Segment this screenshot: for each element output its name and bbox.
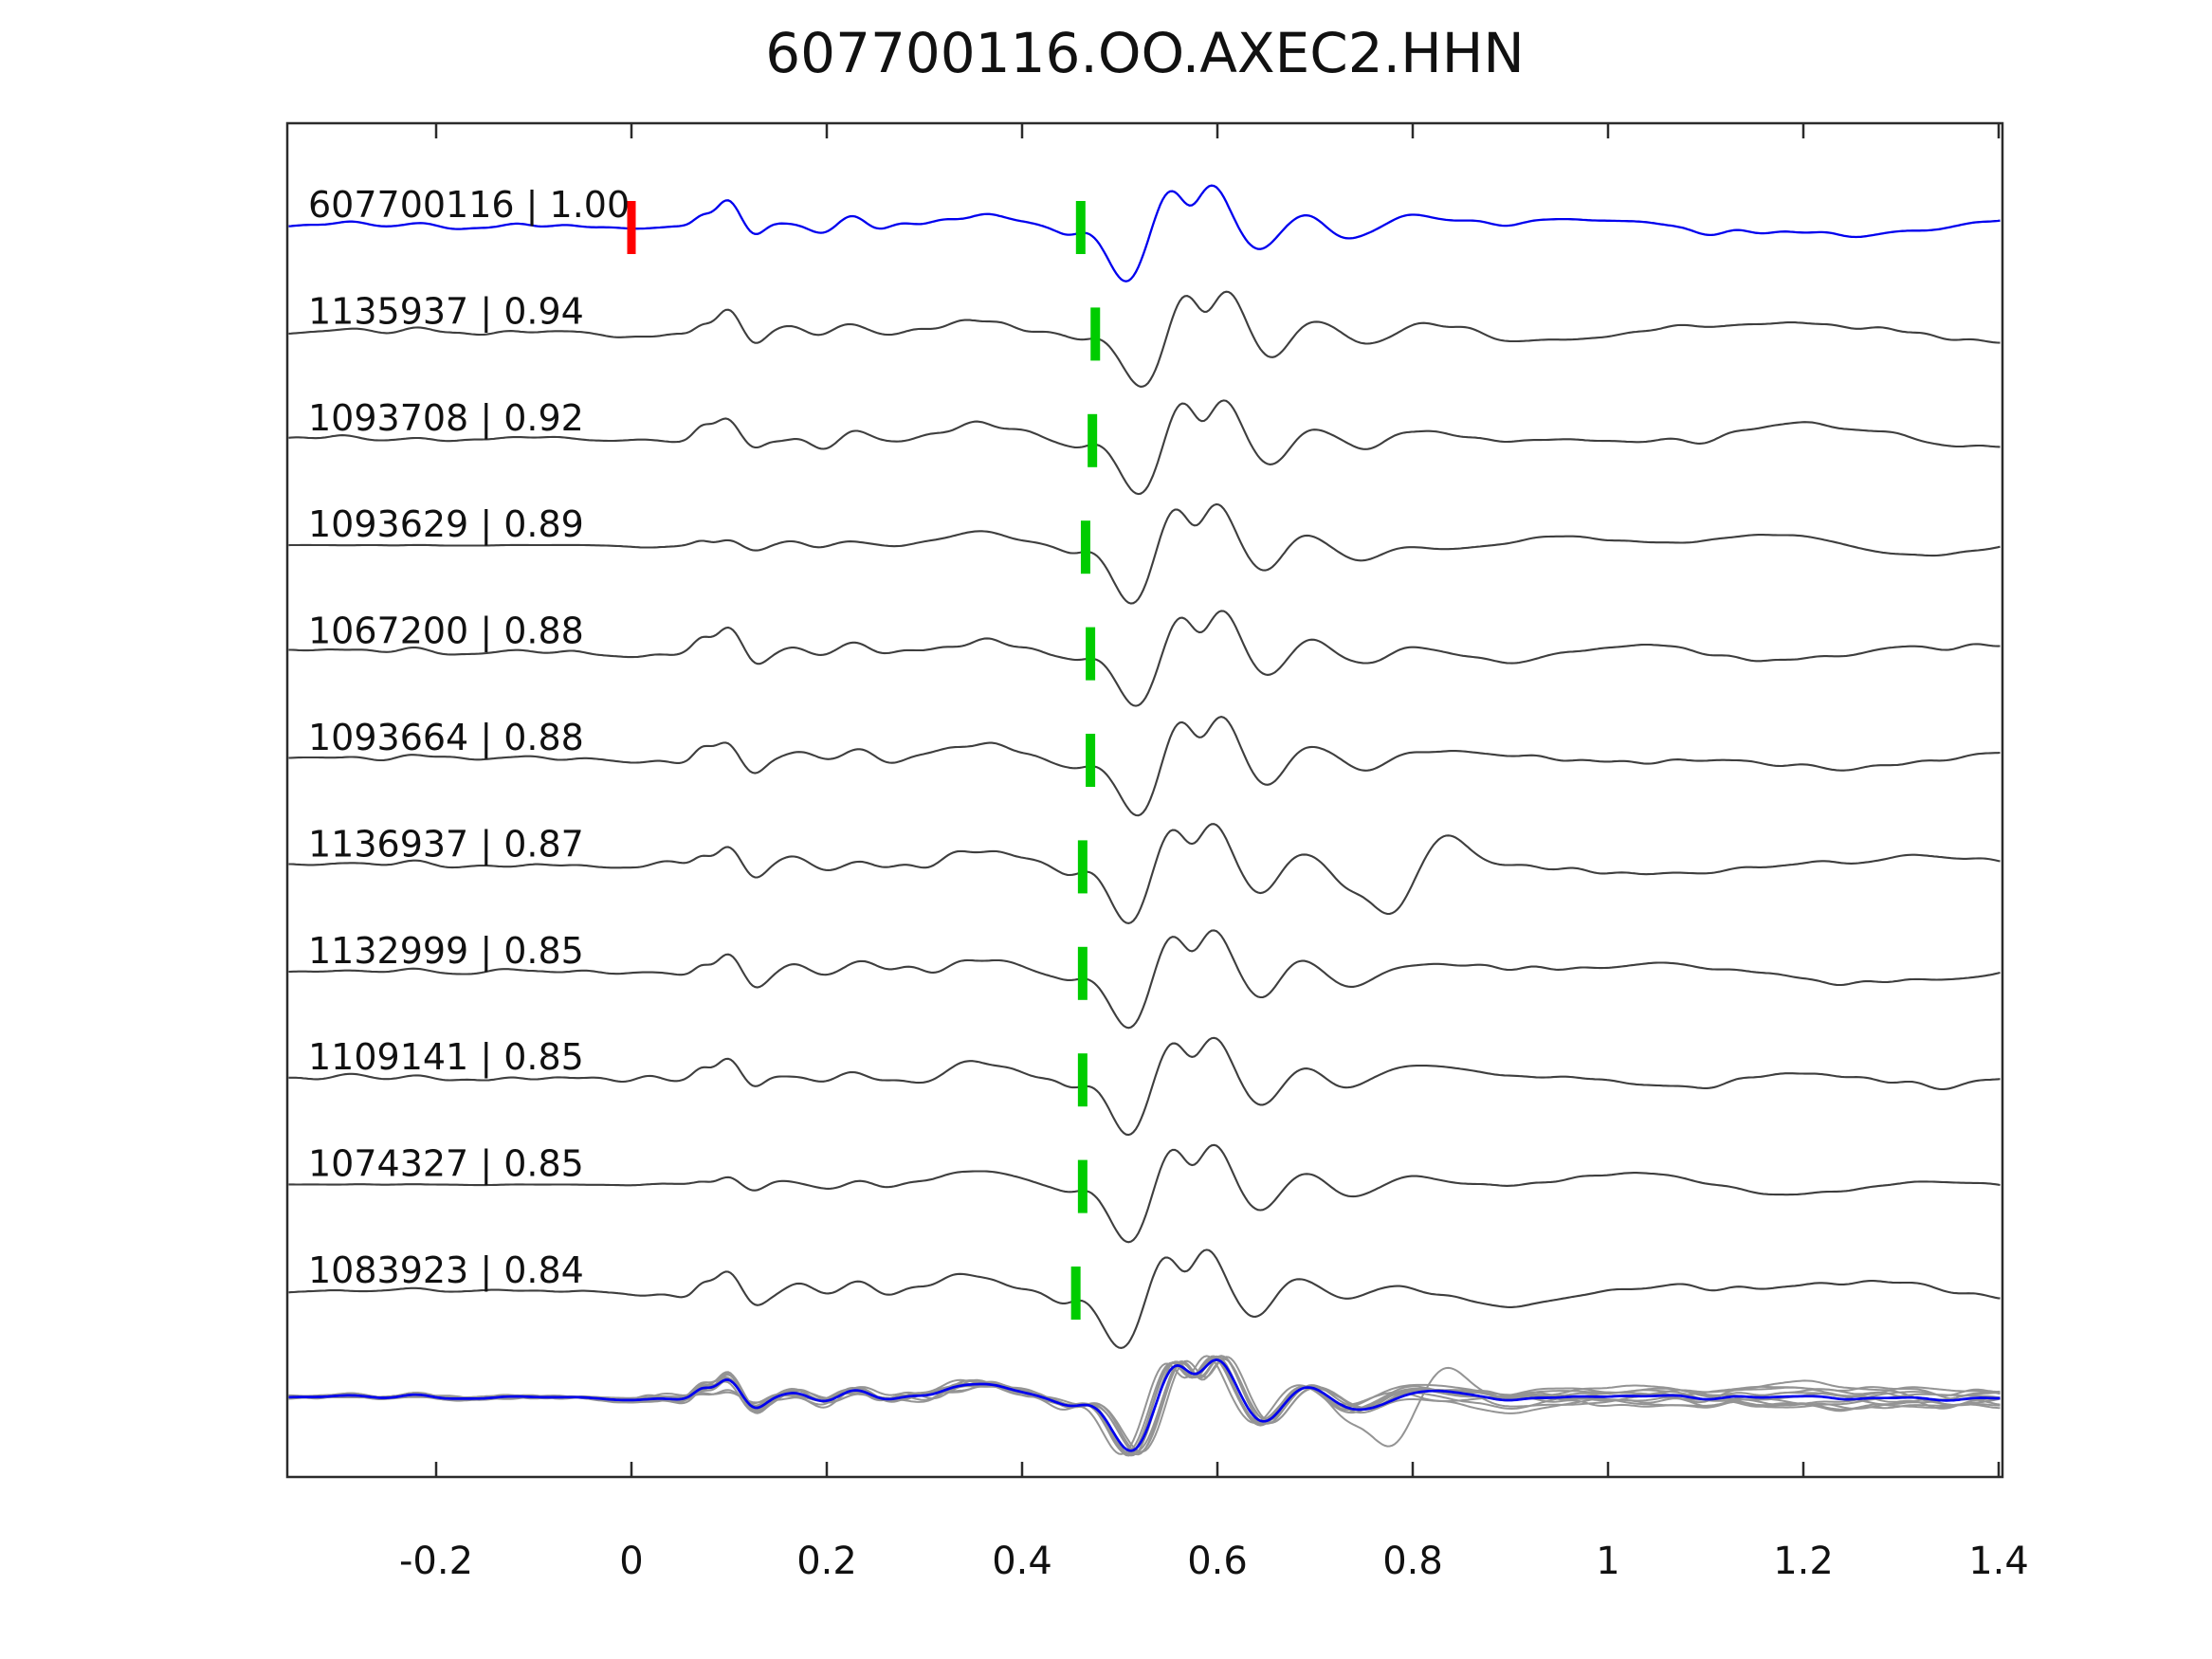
trace-label: 1074327 | 0.85: [308, 1143, 584, 1186]
trace-path: [288, 399, 2001, 496]
trace-path: [288, 1143, 2001, 1244]
trace-path: [288, 716, 2001, 817]
pick-marker: [1070, 1267, 1081, 1320]
trace-path: [288, 1249, 2001, 1349]
trace-label: 1093629 | 0.89: [308, 503, 584, 546]
trace-path: [288, 1036, 2001, 1137]
x-axis-tick-label: 0.2: [796, 1540, 857, 1583]
plot-border: [285, 121, 2004, 1479]
figure-title: 607700116.OO.AXEC2.HHN: [765, 21, 1525, 85]
x-axis-tick-label: 1: [1596, 1540, 1619, 1583]
trace-label: 1109141 | 0.85: [308, 1036, 584, 1079]
reference-marker: [627, 201, 636, 254]
trace-path: [288, 610, 2001, 707]
pick-marker: [1088, 413, 1098, 467]
x-axis-tick-label: 1.4: [1968, 1540, 2029, 1583]
reference-trace-path: [288, 184, 2001, 283]
pick-marker: [1075, 201, 1086, 254]
x-axis-tick-label: 0: [619, 1540, 643, 1583]
x-axis-tick-label: 0.4: [992, 1540, 1052, 1583]
pick-marker: [1077, 840, 1088, 894]
pick-marker: [1077, 946, 1088, 1000]
trace-label: 1093708 | 0.92: [308, 397, 584, 440]
trace-label: 1067200 | 0.88: [308, 611, 584, 653]
x-axis-tick-label: 0.6: [1187, 1540, 1248, 1583]
trace-label: 1136937 | 0.87: [308, 823, 584, 866]
trace-label: 1083923 | 0.84: [308, 1249, 584, 1292]
trace-path: [288, 290, 2001, 388]
trace-path: [288, 502, 2001, 605]
x-axis-tick-label: 0.8: [1382, 1540, 1443, 1583]
x-axis-tick-label: -0.2: [399, 1540, 473, 1583]
pick-marker: [1086, 734, 1096, 787]
trace-label: 607700116 | 1.00: [308, 184, 630, 227]
pick-marker: [1090, 307, 1101, 361]
pick-marker: [1077, 1159, 1088, 1213]
stack-member-path: [288, 1355, 2001, 1457]
trace-label: 1132999 | 0.85: [308, 930, 584, 973]
trace-path: [288, 823, 2001, 924]
pick-marker: [1077, 1053, 1088, 1107]
trace-label: 1093664 | 0.88: [308, 717, 584, 759]
stack-group: [288, 1355, 2001, 1457]
pick-marker: [1080, 520, 1090, 574]
pick-marker: [1086, 627, 1096, 681]
trace-path: [288, 929, 2001, 1030]
traces-group: [288, 184, 2001, 1349]
x-axis-tick-label: 1.2: [1773, 1540, 1834, 1583]
trace-label: 1135937 | 0.94: [308, 290, 584, 333]
stack-mean-path: [288, 1358, 2001, 1452]
